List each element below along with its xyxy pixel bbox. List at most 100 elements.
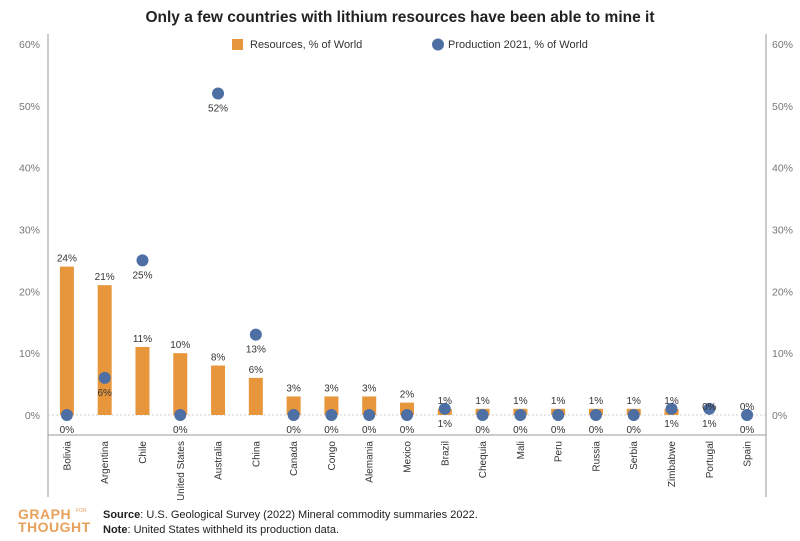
resource-value-label: 3% — [362, 383, 377, 394]
resource-value-label: 1% — [664, 396, 679, 407]
production-value-label: 1% — [438, 419, 453, 430]
resource-value-label: 1% — [627, 396, 642, 407]
production-value-label: 1% — [702, 419, 717, 430]
legend-swatch-production — [432, 38, 444, 51]
category-label: Spain — [743, 441, 754, 467]
resource-value-label: 3% — [324, 383, 339, 394]
note-label: Note — [103, 524, 128, 536]
chart-axes: 0% 0% 10% 10% 20% 20% 30% 30% 40% 40% 50% 50% 60% 60% — [19, 34, 793, 497]
resource-bar — [59, 266, 74, 415]
production-value-label: 0% — [513, 425, 528, 436]
note-text: : United States withheld its production … — [127, 524, 340, 536]
y-tick-right: 60% — [772, 39, 793, 51]
production-value-label: 0% — [60, 425, 75, 436]
production-value-label: 0% — [551, 425, 566, 436]
category-label: Bolivia — [62, 441, 73, 471]
production-dot — [476, 409, 489, 421]
logo-word-for: FOR — [76, 508, 87, 514]
production-dot — [287, 409, 300, 421]
resource-value-label: 1% — [589, 396, 604, 407]
production-value-label: 52% — [208, 103, 228, 114]
resource-bar — [135, 346, 150, 415]
production-value-label: 0% — [475, 425, 490, 436]
logo-word-graph: GRAPH — [18, 506, 72, 522]
y-tick-right: 0% — [772, 410, 787, 422]
resource-bar — [173, 353, 188, 415]
legend-label-production: Production 2021, % of World — [448, 39, 588, 51]
category-label: Australia — [214, 441, 225, 480]
source-line: Source: U.S. Geological Survey (2022) Mi… — [103, 508, 478, 523]
production-value-label: 0% — [286, 425, 301, 436]
data-labels: 24% 21% 11% 10% 8% 6% 3% 3% 3% 2% 1% 1% 1% 1% 1% 1% 1% 0%… — [57, 103, 755, 436]
category-label: China — [251, 441, 262, 468]
resource-value-label: 1% — [475, 396, 490, 407]
resource-bar — [211, 365, 226, 415]
category-label: Chile — [138, 441, 149, 464]
chart-title: Only a few countries with lithium resour… — [145, 9, 655, 26]
y-tick-right: 10% — [772, 348, 793, 360]
production-dot — [665, 402, 678, 415]
production-dot — [249, 328, 262, 341]
y-tick-left: 10% — [19, 348, 40, 360]
production-dot — [212, 87, 225, 100]
logo-word-thought: THOUGHT — [18, 519, 91, 535]
production-dot — [98, 371, 111, 384]
y-tick-left: 50% — [19, 101, 40, 113]
production-dot — [325, 409, 338, 421]
y-tick-right: 20% — [772, 286, 793, 298]
source-text: : U.S. Geological Survey (2022) Mineral … — [140, 509, 478, 521]
resource-value-label: 6% — [249, 365, 264, 376]
resource-value-label: 1% — [551, 396, 566, 407]
production-dots — [60, 87, 754, 421]
category-label: Zimbabwe — [667, 441, 678, 488]
category-label: Portugal — [705, 441, 716, 478]
y-tick-right: 30% — [772, 225, 793, 237]
footer: GRAPH THOUGHT FOR Source: U.S. Geologica… — [18, 503, 788, 539]
production-dot — [401, 409, 413, 421]
category-label: Chequia — [478, 441, 489, 479]
graph-for-thought-logo: GRAPH THOUGHT FOR — [18, 506, 104, 538]
production-dot — [589, 409, 602, 421]
legend-label-resources: Resources, % of World — [250, 39, 362, 51]
category-labels: Bolivia Argentina Chile United States Austra… — [62, 441, 753, 500]
chart-legend: Resources, % of World Production 2021, % … — [232, 38, 588, 51]
resource-value-label: 3% — [286, 383, 301, 394]
resource-value-label: 1% — [513, 396, 528, 407]
category-label: Mali — [516, 441, 527, 459]
y-tick-right: 50% — [772, 101, 793, 113]
source-label: Source — [103, 509, 141, 521]
category-label: Serbia — [629, 441, 640, 470]
category-label: Alemania — [365, 441, 376, 483]
footnotes: Source: U.S. Geological Survey (2022) Mi… — [103, 508, 478, 538]
resource-value-label: 10% — [170, 340, 190, 351]
production-dot — [363, 409, 376, 421]
production-value-label: 0% — [589, 425, 604, 436]
production-dot — [136, 254, 149, 267]
production-value-label: 6% — [97, 388, 112, 399]
resource-value-label: 11% — [133, 334, 152, 345]
production-value-label: 13% — [246, 345, 266, 356]
resource-bar — [248, 377, 263, 415]
production-dot — [741, 409, 754, 421]
production-dot — [174, 409, 187, 421]
lithium-chart: 0% 0% 10% 10% 20% 20% 30% 30% 40% 40% 50% 50% 60% 60%… — [19, 34, 793, 500]
category-label: Congo — [327, 441, 338, 471]
category-label: United States — [176, 441, 187, 500]
production-dot — [703, 402, 716, 415]
category-label: Canada — [289, 441, 300, 476]
category-label: Argentina — [100, 441, 111, 484]
y-tick-left: 30% — [19, 225, 40, 237]
resource-value-label: 0% — [740, 402, 755, 413]
production-value-label: 0% — [362, 425, 377, 436]
production-value-label: 0% — [324, 425, 339, 436]
y-tick-left: 0% — [25, 410, 40, 422]
resource-value-label: 8% — [211, 353, 226, 364]
production-value-label: 0% — [173, 425, 188, 436]
production-dot — [60, 409, 73, 421]
production-value-label: 0% — [740, 425, 755, 436]
production-dot — [438, 402, 451, 415]
category-label: Peru — [554, 441, 565, 462]
production-dot — [627, 409, 640, 421]
note-line: Note: United States withheld its product… — [103, 523, 478, 538]
production-dot — [552, 409, 565, 421]
